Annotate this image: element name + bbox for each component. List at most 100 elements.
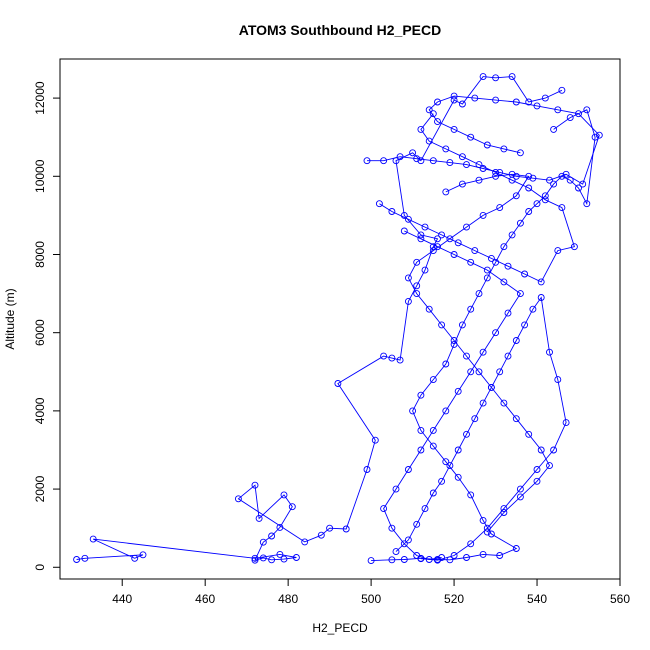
- data-point: [463, 161, 470, 169]
- data-point: [500, 505, 508, 513]
- data-point: [417, 231, 425, 239]
- data-point: [479, 348, 487, 356]
- data-point: [139, 551, 147, 559]
- data-point: [479, 73, 487, 81]
- data-point: [512, 98, 520, 106]
- data-point: [550, 125, 558, 133]
- data-point: [446, 235, 454, 243]
- data-point: [475, 176, 483, 184]
- data-point: [458, 321, 466, 329]
- data-point: [537, 294, 545, 301]
- data-point: [280, 491, 288, 499]
- data-point: [421, 505, 429, 513]
- data-point: [500, 145, 508, 153]
- data-point: [438, 321, 446, 329]
- data-point: [467, 540, 475, 548]
- data-point: [450, 92, 458, 100]
- x-tick-label: 460: [195, 592, 215, 606]
- data-point: [317, 531, 325, 539]
- data-point: [463, 430, 470, 438]
- data-point: [558, 204, 566, 212]
- data-point: [301, 538, 309, 546]
- data-point: [438, 554, 446, 561]
- data-point: [537, 278, 545, 286]
- data-point: [429, 442, 437, 450]
- data-point: [413, 520, 421, 528]
- data-point: [471, 94, 479, 102]
- series-line: [407, 173, 551, 533]
- data-point: [492, 96, 500, 104]
- data-point: [450, 251, 458, 258]
- data-point: [500, 399, 508, 407]
- data-point: [546, 348, 553, 356]
- data-point: [546, 462, 553, 470]
- series-line: [395, 296, 567, 561]
- x-tick-label: 480: [278, 592, 298, 606]
- data-point: [458, 153, 466, 161]
- data-point: [388, 354, 396, 362]
- data-point: [434, 243, 441, 251]
- data-point: [516, 149, 524, 157]
- data-point: [541, 192, 549, 200]
- data-point: [380, 352, 388, 360]
- chart-title: ATOM3 Southbound H2_PECD: [239, 22, 441, 38]
- data-point: [413, 258, 421, 266]
- data-point: [500, 243, 508, 251]
- y-tick-label: 0: [33, 564, 47, 571]
- data-point: [516, 219, 524, 227]
- data-point: [380, 157, 388, 165]
- data-point: [479, 211, 487, 219]
- series-line: [379, 113, 575, 283]
- data-point: [276, 523, 284, 531]
- data-point: [458, 180, 466, 188]
- data-point: [446, 159, 454, 167]
- y-tick-label: 12000: [33, 81, 47, 115]
- x-tick-label: 560: [610, 592, 630, 606]
- data-point: [417, 235, 425, 243]
- data-point: [525, 98, 533, 106]
- data-point: [558, 86, 566, 94]
- data-point: [570, 243, 578, 251]
- data-point: [475, 368, 483, 376]
- data-point: [521, 321, 529, 329]
- data-point: [496, 368, 504, 376]
- data-point: [409, 149, 417, 157]
- data-point: [516, 493, 524, 501]
- data-point: [562, 419, 570, 427]
- data-point: [268, 532, 276, 540]
- data-point: [504, 352, 512, 360]
- series-6: [404, 170, 553, 536]
- x-axis-label: H2_PECD: [312, 621, 368, 635]
- data-point: [450, 337, 458, 344]
- data-point: [550, 446, 558, 454]
- data-point: [404, 536, 412, 544]
- data-point: [251, 481, 259, 489]
- data-point: [512, 172, 520, 180]
- x-tick-label: 520: [444, 592, 464, 606]
- data-point: [492, 74, 500, 82]
- data-point: [81, 554, 89, 562]
- data-point: [392, 548, 400, 556]
- series-line: [383, 230, 522, 560]
- data-point: [454, 387, 462, 395]
- data-point: [425, 106, 433, 114]
- data-point: [429, 243, 437, 251]
- data-point: [533, 477, 541, 485]
- data-point: [533, 466, 541, 473]
- data-point: [492, 168, 500, 176]
- y-axis-label: Altitude (m): [3, 288, 17, 349]
- x-tick-label: 500: [361, 592, 381, 606]
- data-point: [251, 554, 259, 562]
- data-point: [508, 231, 516, 239]
- data-point: [533, 200, 541, 208]
- data-point: [363, 157, 371, 165]
- data-point: [413, 290, 421, 298]
- data-point: [288, 503, 296, 511]
- data-point: [268, 556, 276, 564]
- data-point: [438, 231, 446, 239]
- data-point: [417, 125, 425, 133]
- data-point: [541, 196, 549, 204]
- data-point: [479, 550, 487, 558]
- data-point: [425, 305, 433, 313]
- data-point: [504, 262, 512, 270]
